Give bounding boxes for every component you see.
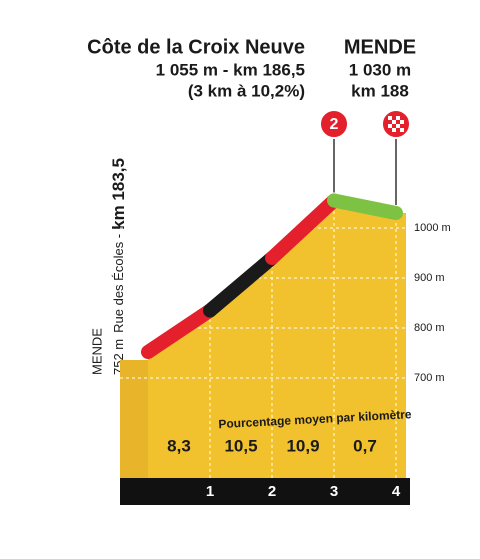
summit-gradient: (3 km à 10,2%) bbox=[188, 81, 305, 100]
y-tick-label: 900 m bbox=[414, 272, 445, 284]
start-name: MENDE bbox=[89, 328, 104, 375]
finish-name: MENDE bbox=[344, 36, 416, 58]
x-tick-label: 3 bbox=[330, 483, 338, 500]
start-km: km 183,5 bbox=[109, 158, 128, 230]
summit-pin bbox=[319, 109, 349, 139]
x-tick-label: 1 bbox=[206, 483, 214, 500]
summit-detail: 1 055 m - km 186,5 bbox=[156, 60, 305, 79]
summit-name: Côte de la Croix Neuve bbox=[87, 36, 305, 58]
flag-square bbox=[388, 116, 392, 120]
flag-square bbox=[400, 120, 404, 124]
y-tick-label: 700 m bbox=[414, 372, 445, 384]
gradient-label: 0,7 bbox=[353, 436, 377, 455]
segment bbox=[141, 303, 217, 359]
start-place: Rue des Écoles - bbox=[111, 234, 126, 333]
gradient-label: 10,5 bbox=[224, 436, 257, 455]
flag-square bbox=[396, 124, 400, 128]
flag-square bbox=[400, 128, 404, 132]
finish-km: km 188 bbox=[351, 81, 409, 100]
y-tick-label: 1000 m bbox=[414, 222, 451, 234]
flag-square bbox=[396, 116, 400, 120]
segment bbox=[327, 193, 403, 220]
flag-square bbox=[392, 120, 396, 124]
gradient-label: 10,9 bbox=[286, 436, 319, 455]
segment bbox=[265, 193, 341, 265]
x-axis-band bbox=[120, 478, 410, 505]
x-tick-label: 4 bbox=[392, 483, 401, 500]
summit-category: 2 bbox=[330, 116, 339, 133]
ground bbox=[120, 360, 148, 478]
area bbox=[148, 200, 406, 478]
start-label: 752 mRue des Écoles -km 183,5 bbox=[109, 158, 128, 375]
flag-square bbox=[388, 124, 392, 128]
segment bbox=[203, 251, 279, 318]
y-tick-label: 800 m bbox=[414, 322, 445, 334]
finish-altitude: 1 030 m bbox=[349, 60, 411, 79]
flag-square bbox=[392, 128, 396, 132]
x-tick-label: 2 bbox=[268, 483, 276, 500]
gradient-label: 8,3 bbox=[167, 436, 191, 455]
